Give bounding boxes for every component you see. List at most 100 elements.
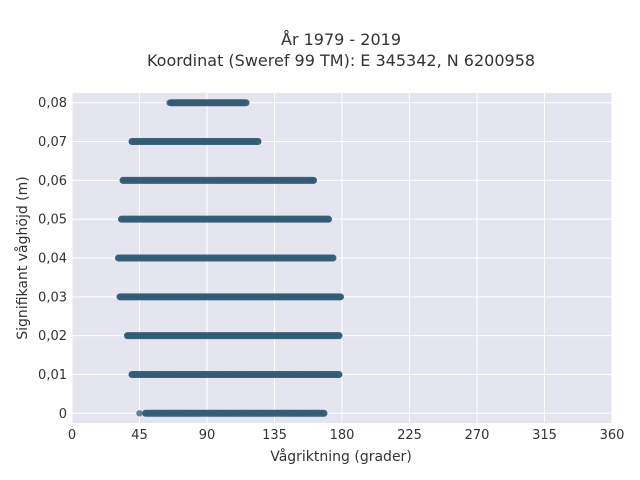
- data-point: [155, 293, 162, 300]
- data-point: [257, 410, 264, 417]
- data-point: [165, 216, 172, 223]
- data-point: [273, 255, 279, 261]
- data-point: [294, 293, 301, 300]
- data-point: [269, 216, 276, 223]
- data-point: [328, 293, 335, 300]
- data-point: [293, 371, 300, 378]
- data-point: [295, 255, 302, 261]
- data-point: [201, 99, 208, 106]
- data-point: [210, 216, 217, 223]
- data-point: [141, 293, 148, 300]
- data-point: [319, 293, 326, 300]
- data-point: [132, 216, 138, 223]
- data-point: [194, 332, 201, 339]
- data-point: [291, 177, 297, 184]
- data-point: [141, 216, 147, 223]
- data-point: [146, 293, 153, 300]
- data-point: [250, 177, 257, 184]
- data-point: [309, 216, 316, 223]
- data-point: [222, 99, 228, 106]
- data-point: [293, 410, 300, 417]
- data-point: [228, 216, 235, 223]
- data-point: [239, 332, 246, 339]
- data-point: [156, 410, 162, 417]
- data-point: [234, 410, 241, 417]
- data-point: [284, 255, 291, 261]
- data-point: [144, 177, 151, 184]
- data-point: [230, 255, 237, 261]
- data-point: [275, 371, 282, 378]
- data-point: [300, 332, 306, 339]
- data-point: [126, 177, 133, 184]
- data-point: [150, 216, 156, 223]
- data-point: [196, 177, 203, 184]
- data-point: [217, 99, 224, 106]
- data-point: [279, 293, 285, 300]
- data-point: [230, 138, 237, 145]
- data-point: [215, 99, 222, 106]
- data-point: [138, 371, 144, 378]
- x-tick-label: 0: [68, 428, 76, 443]
- data-point: [259, 410, 266, 417]
- data-point: [215, 216, 222, 223]
- y-tick-label: 0,02: [38, 329, 67, 344]
- data-point: [207, 255, 214, 261]
- data-point: [183, 410, 189, 417]
- data-point: [264, 255, 270, 261]
- data-point: [268, 255, 275, 261]
- data-point: [291, 255, 297, 261]
- data-point: [250, 138, 257, 145]
- data-point: [336, 332, 342, 339]
- data-point: [214, 410, 221, 417]
- data-point: [290, 293, 297, 300]
- data-point: [119, 293, 126, 300]
- data-point: [188, 99, 195, 106]
- data-point: [335, 293, 342, 300]
- data-point: [186, 216, 192, 223]
- x-tick-label: 270: [465, 428, 490, 443]
- data-point: [176, 371, 183, 378]
- data-point: [252, 410, 259, 417]
- data-point: [302, 332, 309, 339]
- chart-title-line1: År 1979 - 2019: [281, 30, 401, 49]
- data-point: [167, 371, 174, 378]
- data-point: [203, 332, 210, 339]
- data-point: [144, 255, 151, 261]
- data-point: [169, 332, 176, 339]
- data-point: [219, 138, 225, 145]
- data-point: [237, 332, 243, 339]
- data-point: [194, 255, 201, 261]
- data-point: [176, 410, 183, 417]
- data-point: [318, 216, 325, 223]
- data-point: [166, 99, 173, 106]
- data-point: [293, 332, 300, 339]
- data-point: [178, 410, 185, 417]
- data-point: [225, 410, 232, 417]
- data-point: [214, 138, 221, 145]
- data-point: [204, 216, 210, 223]
- data-point: [212, 371, 219, 378]
- data-point: [160, 410, 167, 417]
- data-point: [214, 332, 221, 339]
- data-point: [177, 293, 184, 300]
- data-point: [273, 371, 279, 378]
- data-point: [165, 255, 171, 261]
- data-point: [210, 177, 216, 184]
- data-point: [266, 371, 273, 378]
- data-point: [133, 332, 140, 339]
- data-point: [209, 293, 216, 300]
- data-point: [266, 177, 273, 184]
- data-point: [300, 255, 306, 261]
- data-point: [174, 138, 180, 145]
- data-point: [252, 332, 259, 339]
- data-point: [318, 371, 324, 378]
- data-point: [259, 371, 266, 378]
- data-point: [131, 332, 138, 339]
- data-point: [285, 293, 292, 300]
- data-point: [201, 177, 207, 184]
- data-point: [171, 177, 178, 184]
- data-point: [240, 99, 246, 106]
- data-point: [268, 410, 275, 417]
- data-point: [241, 138, 248, 145]
